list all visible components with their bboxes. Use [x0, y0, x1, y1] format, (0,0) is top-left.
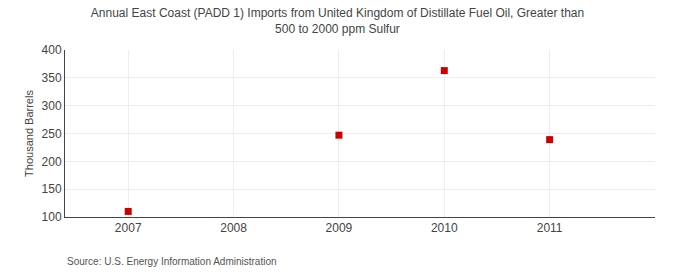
svg-text:2010: 2010	[431, 221, 458, 235]
svg-text:200: 200	[42, 155, 62, 169]
svg-text:400: 400	[42, 43, 62, 57]
svg-text:2007: 2007	[115, 221, 142, 235]
svg-text:100: 100	[42, 210, 62, 224]
svg-text:Annual East Coast (PADD 1) Imp: Annual East Coast (PADD 1) Imports from …	[91, 6, 584, 36]
svg-text:300: 300	[42, 99, 62, 113]
svg-text:2011: 2011	[537, 221, 563, 235]
svg-text:2008: 2008	[220, 221, 247, 235]
svg-text:Source: U.S. Energy Informatio: Source: U.S. Energy Information Administ…	[67, 256, 277, 267]
svg-text:250: 250	[42, 127, 62, 141]
svg-text:350: 350	[42, 71, 62, 85]
svg-text:2009: 2009	[326, 221, 353, 235]
svg-text:150: 150	[42, 182, 62, 196]
svg-text:Thousand Barrels: Thousand Barrels	[23, 90, 35, 177]
